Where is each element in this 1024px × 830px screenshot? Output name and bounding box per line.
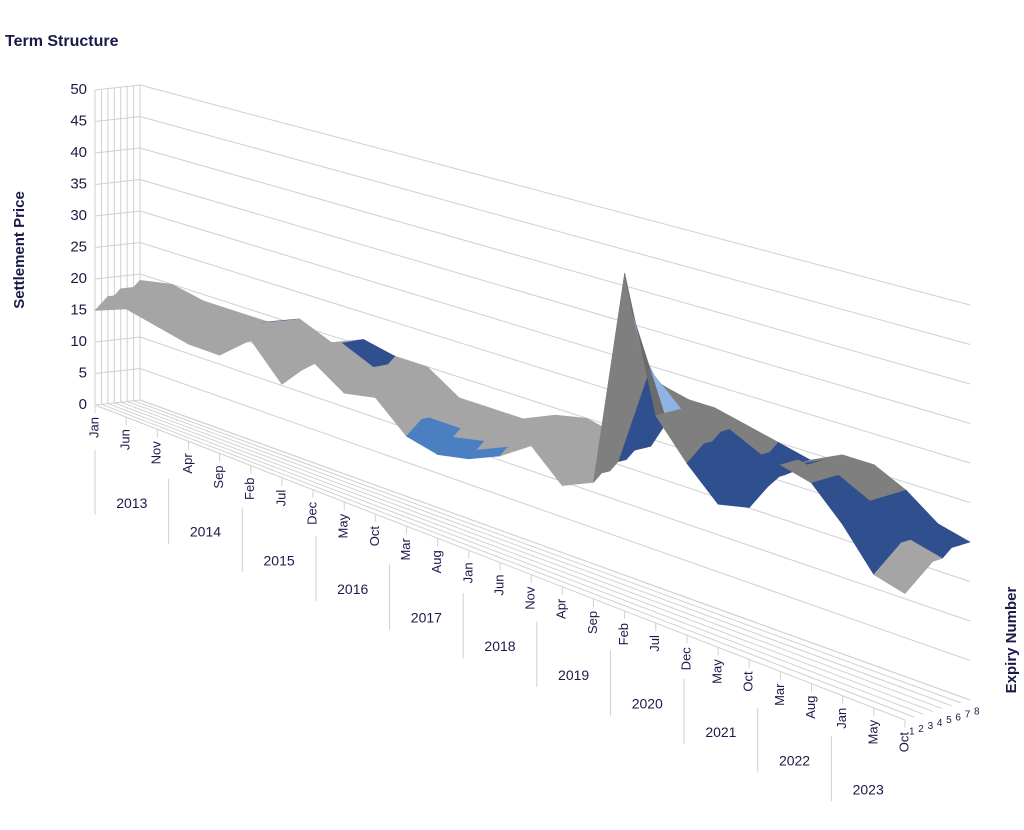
x-tick-label: Dec [678,647,693,671]
year-label: 2020 [632,695,663,711]
floor-line [126,400,952,707]
surface-patch [873,563,915,594]
grid-line [94,147,141,154]
x-tick-label: Oct [367,526,382,547]
y-tick-label: 50 [70,81,87,98]
floor-line [114,402,934,712]
x-tick-label: Jan [86,417,101,438]
grid-line [139,116,971,345]
year-label: 2022 [779,753,810,769]
x-tick-label: Apr [180,453,195,474]
x-tick-label: Jul [273,490,288,507]
grid-line [139,336,971,622]
grid-line [94,368,141,374]
year-label: 2021 [705,724,736,740]
x-tick-label: Jun [491,575,506,596]
floor-line [139,399,971,701]
grid-line [94,84,141,91]
x-tick-label: Oct [741,671,756,692]
grid-line [94,116,141,122]
z-axis-title: Expiry Number [1003,586,1020,693]
grid-line [139,84,971,306]
chart-title: Term Structure [5,33,119,50]
y-axis-title: Settlement Price [11,191,28,309]
y-tick-label: 25 [70,238,87,255]
year-label: 2014 [190,524,221,540]
y-tick-label: 35 [70,175,87,192]
x-tick-label: Nov [523,586,538,610]
z-tick-label: 8 [974,707,980,718]
year-label: 2023 [853,781,884,797]
x-tick-label: Sep [211,465,226,488]
year-label: 2013 [116,495,147,511]
grid-line [94,273,141,280]
floor-line [120,401,943,710]
x-tick-label: Sep [585,611,600,634]
grid-line [94,210,141,217]
x-tick-label: Feb [242,478,257,500]
y-tick-label: 0 [79,396,87,413]
z-tick-label: 7 [965,709,971,720]
year-label: 2016 [337,581,368,597]
z-tick-label: 1 [909,727,915,738]
z-tick-label: 4 [937,718,943,729]
grid-line [139,179,971,424]
floor-line [107,403,924,715]
x-tick-label: Dec [305,501,320,525]
y-tick-label: 40 [70,144,87,161]
x-tick-label: May [336,513,351,538]
grid-line [94,179,141,185]
grid-line [94,336,141,343]
x-tick-label: May [710,659,725,684]
x-tick-label: Mar [398,537,413,560]
y-tick-label: 20 [70,270,87,287]
floor-line [133,400,961,704]
z-tick-label: 5 [946,715,952,726]
year-label: 2017 [411,610,442,626]
grid-line [139,368,971,661]
year-label: 2015 [264,552,295,568]
y-tick-label: 5 [79,364,87,381]
y-tick-label: 45 [70,112,87,129]
year-label: 2018 [484,638,515,654]
x-tick-label: Jul [647,635,662,652]
x-tick-label: Oct [896,732,911,753]
x-tick-label: Jan [834,708,849,729]
grid-line [94,242,141,248]
z-tick-label: 3 [928,721,934,732]
x-tick-label: Jan [460,562,475,583]
z-tick-label: 2 [918,724,924,735]
x-tick-label: Nov [149,441,164,465]
grid-line [139,210,971,464]
x-tick-label: Feb [616,623,631,645]
x-tick-label: Mar [772,683,787,706]
y-tick-label: 30 [70,207,87,224]
floor-line [101,403,915,718]
y-tick-label: 15 [70,301,87,318]
y-tick-label: 10 [70,333,87,350]
x-tick-label: Apr [554,598,569,619]
year-label: 2019 [558,667,589,683]
x-tick-label: May [865,719,880,744]
x-tick-label: Aug [429,550,444,573]
x-tick-label: Jun [118,429,133,450]
x-tick-label: Aug [803,696,818,719]
grid-line [139,147,971,385]
z-tick-label: 6 [955,712,961,723]
